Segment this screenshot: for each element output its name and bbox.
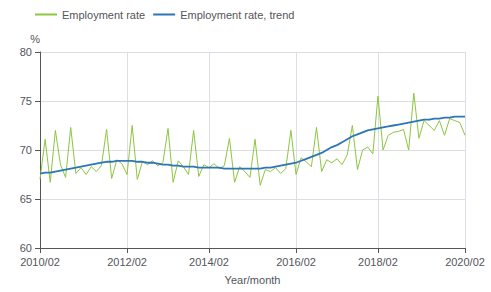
svg-text:2018/02: 2018/02 (358, 256, 398, 268)
svg-text:2016/02: 2016/02 (276, 256, 316, 268)
svg-text:2020/02: 2020/02 (445, 256, 485, 268)
svg-text:65: 65 (20, 193, 32, 205)
svg-text:2014/02: 2014/02 (189, 256, 229, 268)
svg-text:60: 60 (20, 242, 32, 254)
svg-text:2012/02: 2012/02 (107, 256, 147, 268)
svg-text:70: 70 (20, 144, 32, 156)
svg-text:Year/month: Year/month (225, 274, 281, 286)
svg-text:Employment rate, trend: Employment rate, trend (180, 9, 294, 21)
svg-text:80: 80 (20, 46, 32, 58)
svg-text:75: 75 (20, 95, 32, 107)
svg-text:Employment rate: Employment rate (62, 9, 145, 21)
svg-text:2010/02: 2010/02 (20, 256, 60, 268)
svg-text:%: % (30, 33, 40, 45)
